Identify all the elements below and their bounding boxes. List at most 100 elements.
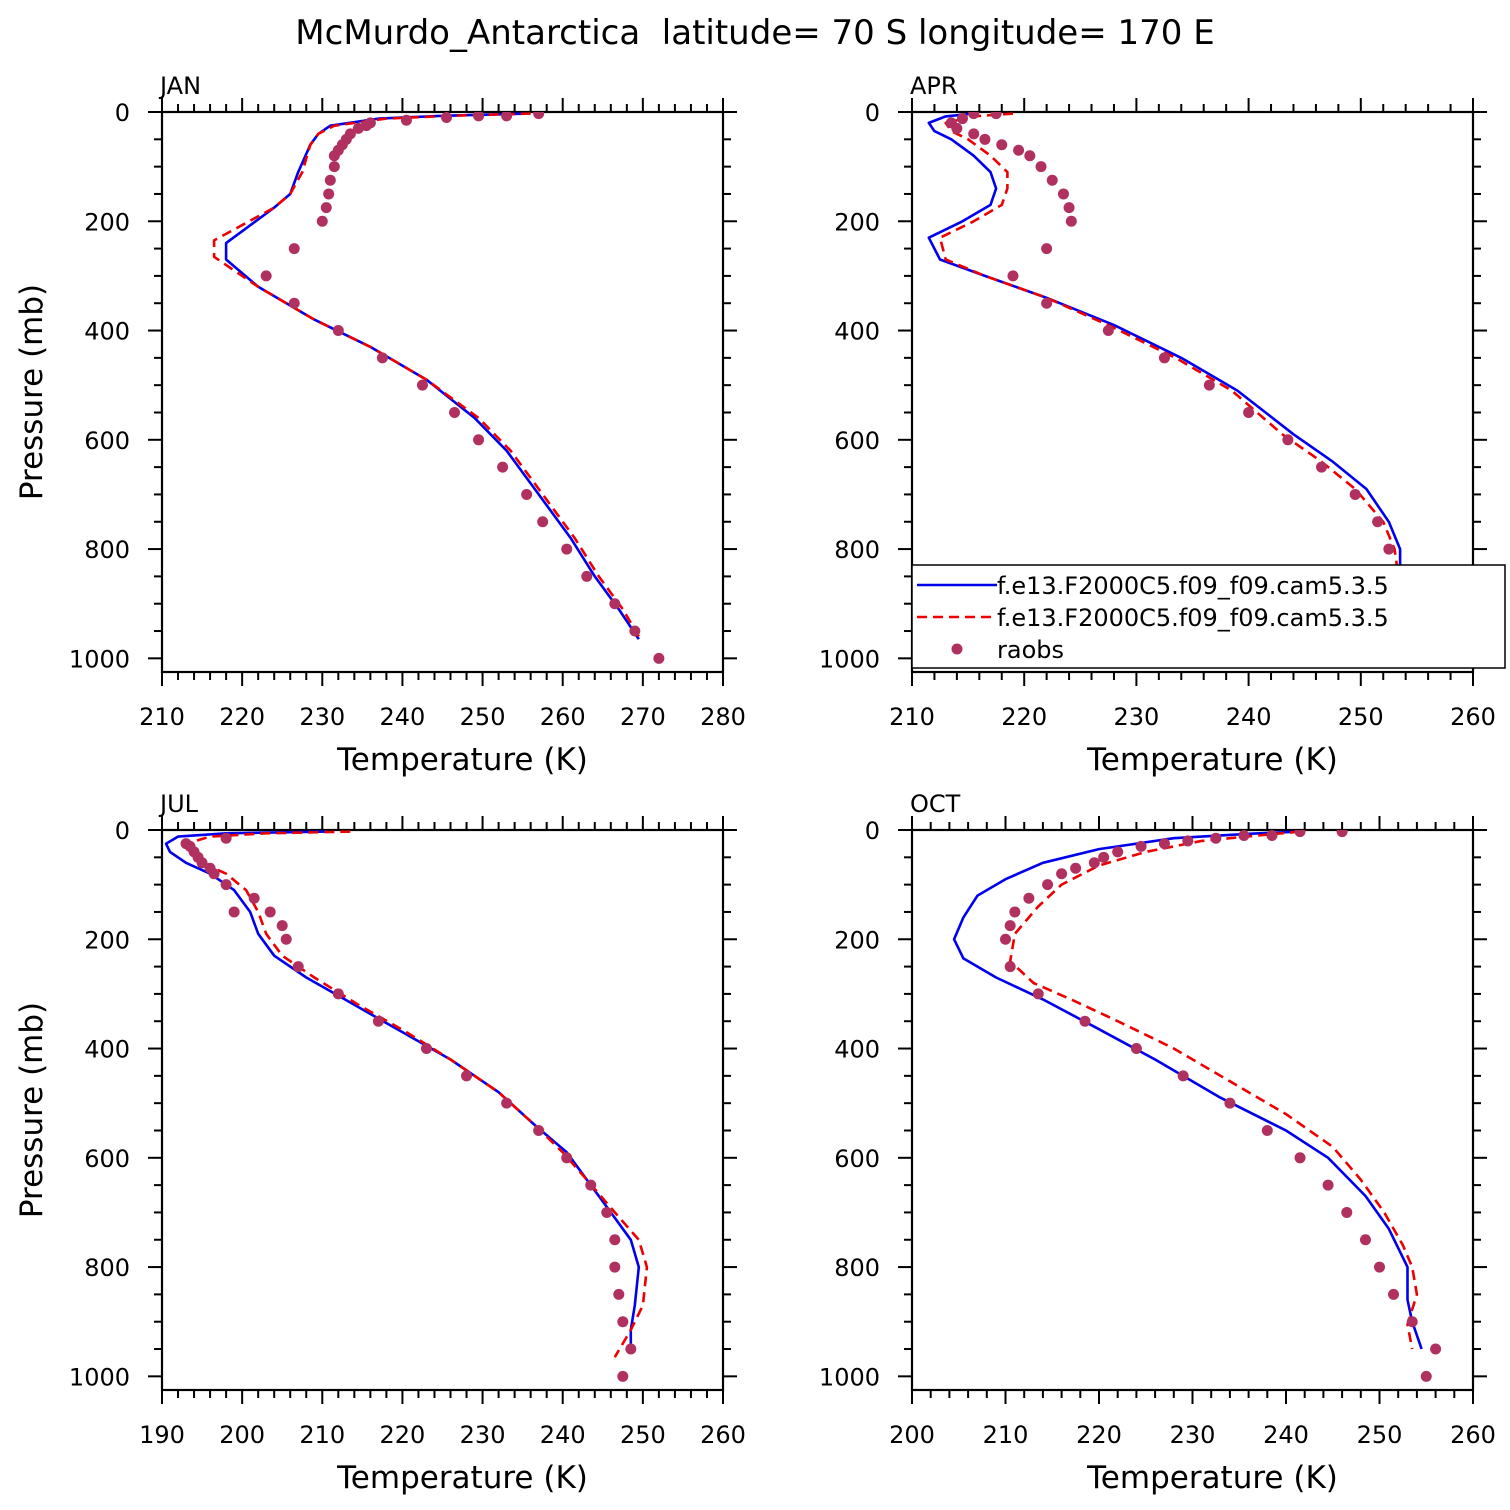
y-axis-label: Pressure (mb) [14, 284, 50, 500]
raobs-point [585, 1179, 597, 1191]
raobs-point [951, 122, 963, 134]
raobs-point [276, 920, 288, 932]
raobs-point [1056, 868, 1068, 880]
raobs-point [473, 434, 485, 446]
model-a-line [952, 830, 1423, 1350]
x-tick-label: 230 [1113, 703, 1159, 731]
y-tick-label: 0 [865, 817, 880, 845]
x-tick-label: 270 [620, 703, 666, 731]
y-tick-label: 200 [84, 926, 130, 954]
raobs-point [1098, 851, 1110, 863]
x-tick-label: 240 [380, 703, 426, 731]
plot-frame [160, 110, 725, 674]
panel-title: JUL [158, 790, 199, 818]
x-axis-label: Temperature (K) [1086, 742, 1338, 778]
raobs-point [1341, 1206, 1353, 1218]
raobs-point [968, 112, 980, 120]
panel-apr: 210 220 230 240 250 260 0 200 400 600 800 1000 APR Te… [819, 72, 1506, 778]
x-tick-label: 250 [620, 1421, 666, 1449]
raobs-point [324, 174, 336, 186]
y-tick-label: 1000 [69, 1363, 130, 1391]
raobs-point [1041, 243, 1053, 255]
raobs-point [1372, 516, 1384, 528]
raobs-point [328, 161, 340, 173]
x-axis-label: Temperature (K) [1086, 1460, 1338, 1496]
y-tick-label: 800 [84, 536, 130, 564]
raobs-point [1130, 1043, 1142, 1055]
raobs-point [1042, 879, 1054, 891]
raobs-point [264, 906, 276, 918]
legend-label: f.e13.F2000C5.f09_f09.cam5.3.5 [997, 604, 1389, 632]
y-tick-label: 200 [834, 208, 880, 236]
x-tick-label: 230 [1170, 1421, 1216, 1449]
raobs-point [1210, 832, 1222, 844]
plot-frame [910, 110, 1475, 674]
raobs-point [1294, 1152, 1306, 1164]
raobs-point [653, 652, 665, 664]
raobs-point [1070, 862, 1082, 874]
raobs-point [533, 1124, 545, 1136]
raobs-point [613, 1288, 625, 1300]
raobs-point [323, 188, 335, 200]
raobs-point [1004, 920, 1016, 932]
x-tick-label: 250 [460, 703, 506, 731]
raobs-point [320, 202, 332, 214]
x-tick-label: 210 [139, 703, 185, 731]
model-b-line [938, 112, 1430, 642]
x-tick-label: 210 [889, 703, 935, 731]
raobs-point [220, 879, 232, 891]
raobs-point [521, 488, 533, 500]
panel-title: OCT [910, 790, 961, 818]
x-tick-label: 210 [983, 1421, 1029, 1449]
raobs-point [617, 1316, 629, 1328]
x-tick-label: 210 [299, 1421, 345, 1449]
y-tick-label: 600 [834, 1145, 880, 1173]
raobs-point [968, 128, 980, 140]
raobs-point [1158, 352, 1170, 364]
x-tick-label: 220 [1001, 703, 1047, 731]
raobs-point [979, 133, 991, 145]
x-tick-label: 200 [889, 1421, 935, 1449]
x-tick-label: 230 [460, 1421, 506, 1449]
x-tick-label: 260 [1450, 1421, 1496, 1449]
panel-oct: 200 210 220 230 240 250 260 0 200 400 600 800 1000 OC… [819, 790, 1496, 1496]
x-tick-label: 240 [540, 1421, 586, 1449]
raobs-point [473, 112, 485, 122]
raobs-point [208, 868, 220, 880]
raobs-point [1182, 835, 1194, 847]
raobs-point [561, 1152, 573, 1164]
raobs-point [561, 543, 573, 555]
x-tick-label: 280 [700, 703, 746, 731]
raobs-point [416, 379, 428, 391]
raobs-point [1046, 174, 1058, 186]
x-tick-label: 260 [540, 703, 586, 731]
raobs-point [1158, 838, 1170, 850]
raobs-point [1388, 1288, 1400, 1300]
raobs-point [1238, 830, 1250, 841]
raobs-point [1282, 434, 1294, 446]
x-tick-label: 260 [1450, 703, 1496, 731]
raobs-point [1035, 161, 1047, 173]
raobs-point [292, 961, 304, 973]
raobs-point [581, 570, 593, 582]
raobs-point [1336, 830, 1348, 838]
raobs-point [1406, 1316, 1418, 1328]
raobs-point [196, 857, 208, 869]
raobs-point [501, 112, 513, 122]
raobs-point [1224, 1097, 1236, 1109]
raobs-point [1063, 202, 1075, 214]
y-tick-label: 600 [834, 427, 880, 455]
raobs-point [280, 933, 292, 945]
y-tick-label: 400 [834, 318, 880, 346]
y-tick-label: 0 [115, 99, 130, 127]
y-axis-label: Pressure (mb) [14, 1002, 50, 1218]
x-axis-label: Temperature (K) [336, 1460, 588, 1496]
x-tick-label: 240 [1226, 703, 1272, 731]
raobs-point [441, 112, 453, 123]
x-tick-label: 200 [219, 1421, 265, 1449]
raobs-point [1032, 988, 1044, 1000]
series-group [164, 830, 649, 1382]
raobs-point [533, 112, 545, 120]
raobs-point [1430, 1343, 1442, 1355]
panels: 210 220 230 240 250 260 270 280 0 200 400 600 800 100… [14, 72, 1506, 1496]
